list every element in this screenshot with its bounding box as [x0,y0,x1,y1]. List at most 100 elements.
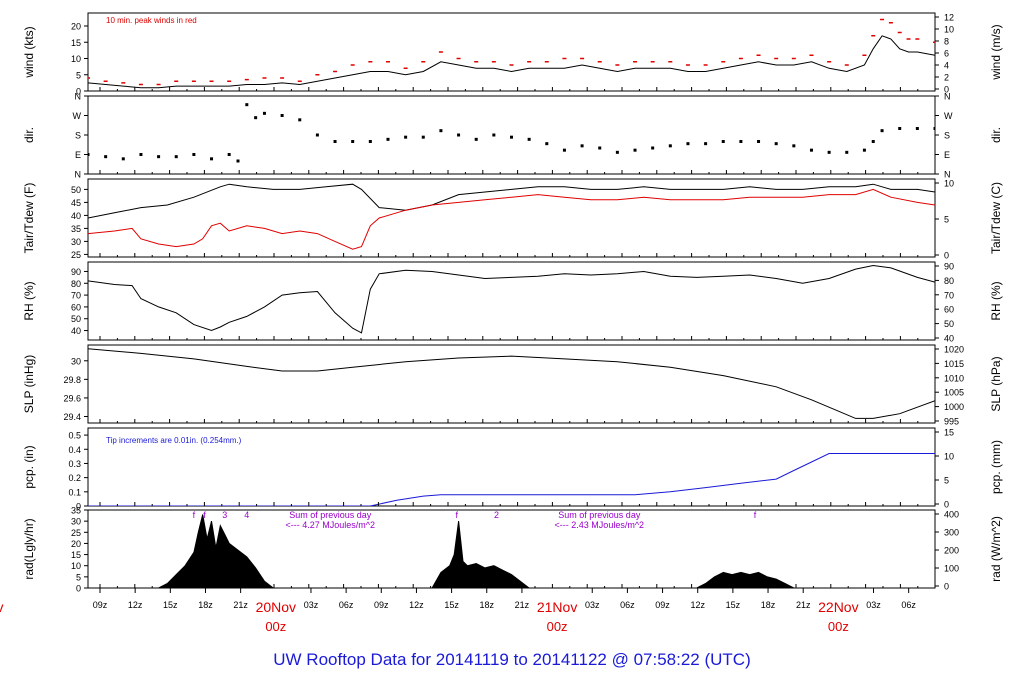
y-tick-label-right: 12 [944,13,954,23]
chart-title: UW Rooftop Data for 20141119 to 20141122… [273,650,751,669]
x-tick-label: 15z [444,600,459,610]
y-tick-label-right: 1020 [944,345,964,355]
data-point [915,127,919,130]
y-tick-label-right: 1015 [944,359,964,369]
y-tick-label: 50 [71,185,81,195]
day-time-label: 00z [547,619,568,634]
radiation-mark: f [754,510,757,520]
panel-frame [87,344,936,424]
data-point [368,140,372,143]
y-tick-label-right: 0 [944,251,949,261]
y-tick-label: 29.6 [63,393,81,403]
x-tick-label: 12z [128,600,143,610]
day-label: 20Nov [256,599,296,615]
y-tick-label: 10 [71,561,81,571]
data-point [298,118,302,122]
data-point [104,155,108,159]
y-tick-label-right: 90 [944,262,954,272]
y-tick-label: 30 [71,237,81,247]
series-line [88,453,935,506]
y-tick-label-right: N [944,170,951,180]
data-point [262,111,266,115]
data-point [757,140,761,143]
x-tick-label: 15z [163,600,178,610]
x-tick-label: 06z [620,600,635,610]
y-tick-label: 0 [76,87,81,97]
y-tick-label-right: 60 [944,305,954,315]
data-point [254,116,258,120]
x-tick-label: 21z [233,600,248,610]
y-tick-label: 10 [71,54,81,64]
y-tick-label-right: 0 [944,85,949,95]
data-point [562,148,566,152]
y-tick-label-right: N [944,92,951,102]
x-tick-label: 09z [655,600,670,610]
y-tick-label-right: 1010 [944,373,964,383]
day-time-label: 00z [265,619,286,634]
y-tick-label: 25 [71,250,81,260]
x-tick-label: 21z [796,600,811,610]
y-tick-label: 29.4 [63,412,81,422]
y-tick-label-right: 300 [944,528,959,538]
x-tick-label: 06z [339,600,354,610]
data-point [236,159,240,163]
series-line [88,188,935,250]
series-line [88,264,935,334]
data-point [227,153,231,156]
y-tick-label: 25 [71,528,81,538]
data-point [157,155,161,159]
data-point [245,103,249,107]
data-point [174,155,178,159]
data-point [774,142,778,146]
x-axis: 09z 12z 15z 18z 21z 03z 06z 09z 12z 15z 18z 21z 03z 0… [0,588,916,634]
data-point [871,140,875,143]
data-point [474,137,478,141]
y-tick-label: 45 [71,198,81,208]
y-tick-label-right: 40 [944,334,954,344]
data-point [827,150,831,154]
data-point [721,140,725,143]
data-point [280,114,284,117]
radiation-mark: f [193,510,196,520]
data-point [880,129,884,133]
data-point [210,157,214,161]
data-point [457,133,461,137]
data-point [580,144,584,148]
panel-precipitation: 0 0.1 0.2 0.3 0.4 0.5 0 5 10 15 pcp. (in) pcp. (mm)… [22,427,1003,512]
y-tick-label: S [75,131,81,141]
y-axis-label: RH (%) [22,281,36,320]
radiation-sum-value: <--- 4.27 MJoules/m^2 [285,520,375,530]
y-axis-label: Tair/Tdew (F) [22,183,36,254]
panel-frame [87,95,936,175]
data-point [739,140,743,143]
y-tick-label: 80 [71,279,81,289]
data-point [704,142,708,146]
y-tick-label-right: 10 [944,25,954,35]
x-tick-label: 15z [726,600,741,610]
y-tick-label-right: 5 [944,476,949,486]
y-axis-label: pcp. (in) [22,445,36,488]
data-point [651,146,655,150]
data-point [192,153,196,156]
radiation-sum-label: Sum of previous day [289,510,372,520]
radiation-mark: 3 [222,510,227,520]
x-tick-label: 09z [93,600,108,610]
y-tick-label: 29.8 [63,375,81,385]
y-axis-label-right: wind (m/s) [989,24,1003,80]
y-tick-label-right: W [944,111,953,121]
data-point [668,144,672,148]
y-axis-label-right: dir. [989,127,1003,143]
data-point [492,133,496,137]
series-line [88,348,935,419]
day-label: Nov [0,599,3,615]
y-tick-label-right: 4 [944,61,949,71]
data-point [633,148,637,152]
series-line [88,35,935,89]
radiation-area [158,514,795,588]
y-tick-label: 50 [71,314,81,324]
y-tick-label: 30 [71,517,81,527]
peak-wind-note: 10 min. peak winds in red [106,16,197,25]
x-tick-label: 03z [304,600,319,610]
